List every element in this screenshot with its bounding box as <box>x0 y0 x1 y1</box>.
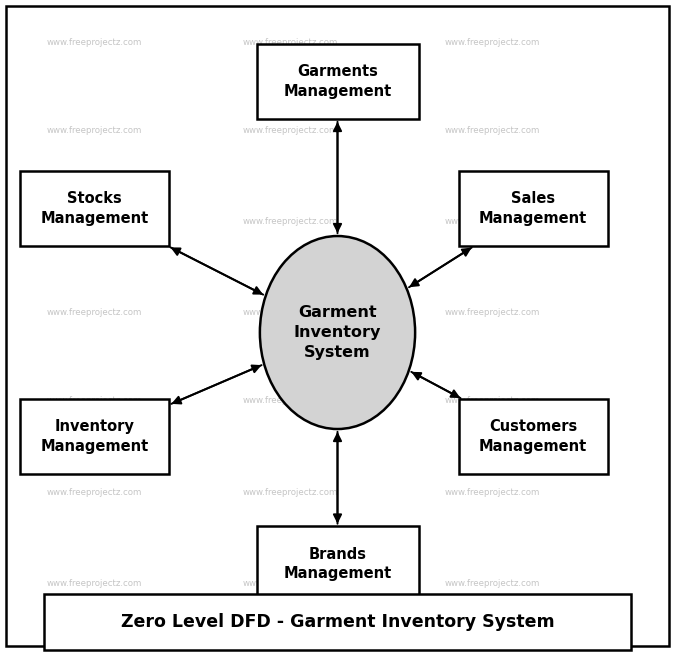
Text: www.freeprojectz.com: www.freeprojectz.com <box>47 217 142 226</box>
Text: www.freeprojectz.com: www.freeprojectz.com <box>445 217 541 226</box>
Text: Brands
Management: Brands Management <box>284 546 392 582</box>
Bar <box>44 595 631 649</box>
Text: Inventory
Management: Inventory Management <box>40 419 148 454</box>
Text: www.freeprojectz.com: www.freeprojectz.com <box>242 38 338 47</box>
Bar <box>20 399 169 475</box>
Text: Sales
Management: Sales Management <box>479 191 587 226</box>
Bar <box>459 399 608 475</box>
Bar <box>20 171 169 246</box>
Text: www.freeprojectz.com: www.freeprojectz.com <box>47 579 142 588</box>
Text: www.freeprojectz.com: www.freeprojectz.com <box>242 126 338 135</box>
Text: www.freeprojectz.com: www.freeprojectz.com <box>47 396 142 406</box>
Text: www.freeprojectz.com: www.freeprojectz.com <box>242 308 338 318</box>
Text: Garment
Inventory
System: Garment Inventory System <box>294 305 381 360</box>
Text: www.freeprojectz.com: www.freeprojectz.com <box>242 396 338 406</box>
Text: Customers
Management: Customers Management <box>479 419 587 454</box>
Bar <box>459 171 608 246</box>
Bar <box>256 44 418 119</box>
Text: www.freeprojectz.com: www.freeprojectz.com <box>445 308 541 318</box>
Text: Zero Level DFD - Garment Inventory System: Zero Level DFD - Garment Inventory Syste… <box>121 613 554 631</box>
Text: www.freeprojectz.com: www.freeprojectz.com <box>242 488 338 497</box>
Text: www.freeprojectz.com: www.freeprojectz.com <box>445 396 541 406</box>
Text: www.freeprojectz.com: www.freeprojectz.com <box>445 488 541 497</box>
Text: Stocks
Management: Stocks Management <box>40 191 148 226</box>
Text: www.freeprojectz.com: www.freeprojectz.com <box>445 579 541 588</box>
Text: www.freeprojectz.com: www.freeprojectz.com <box>242 217 338 226</box>
Text: www.freeprojectz.com: www.freeprojectz.com <box>47 308 142 318</box>
Text: www.freeprojectz.com: www.freeprojectz.com <box>445 126 541 135</box>
Text: www.freeprojectz.com: www.freeprojectz.com <box>47 38 142 47</box>
Text: www.freeprojectz.com: www.freeprojectz.com <box>47 126 142 135</box>
Text: www.freeprojectz.com: www.freeprojectz.com <box>47 488 142 497</box>
Text: www.freeprojectz.com: www.freeprojectz.com <box>445 38 541 47</box>
Ellipse shape <box>260 236 415 429</box>
Text: www.freeprojectz.com: www.freeprojectz.com <box>242 579 338 588</box>
Text: Garments
Management: Garments Management <box>284 64 392 99</box>
Bar <box>256 527 418 601</box>
